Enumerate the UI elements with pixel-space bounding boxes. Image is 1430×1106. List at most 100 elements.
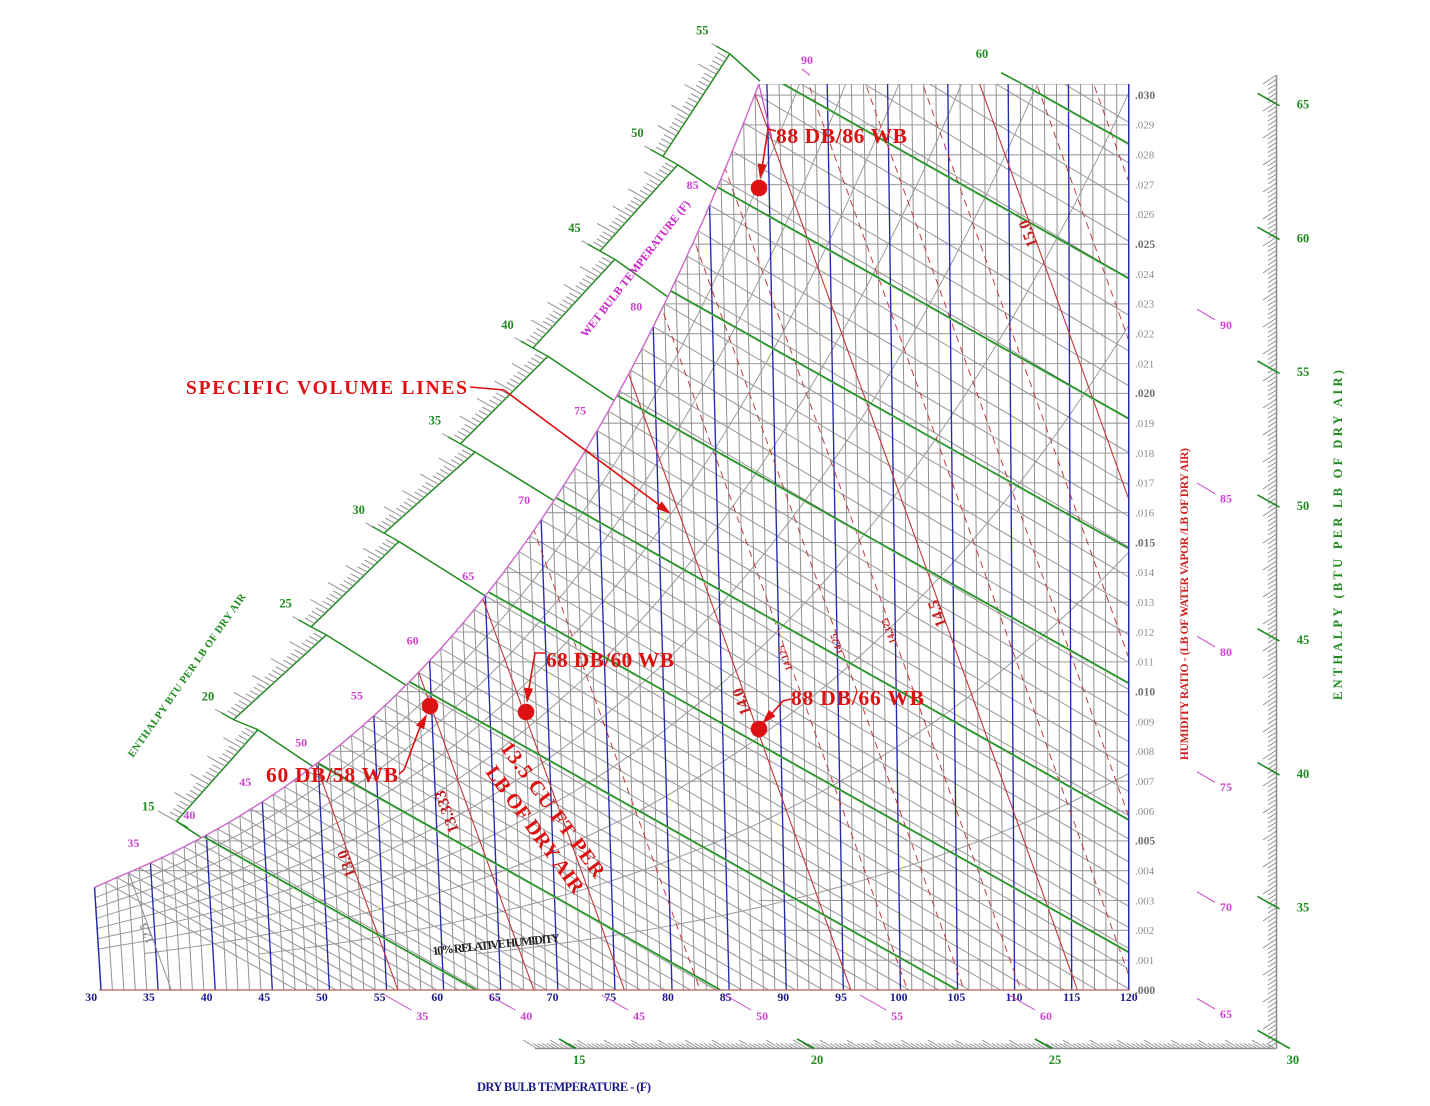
- svg-text:DRY BULB TEMPERATURE - (F): DRY BULB TEMPERATURE - (F): [477, 1080, 651, 1094]
- svg-text:50: 50: [295, 735, 307, 749]
- svg-text:75: 75: [604, 990, 616, 1004]
- svg-text:.018: .018: [1135, 448, 1155, 460]
- svg-text:60 DB/58 WB: 60 DB/58 WB: [266, 763, 398, 787]
- svg-text:40: 40: [201, 990, 213, 1004]
- svg-text:70: 70: [1220, 900, 1232, 914]
- svg-text:50: 50: [1297, 499, 1310, 513]
- svg-text:88 DB/86 WB: 88 DB/86 WB: [776, 124, 907, 148]
- svg-text:88 DB/66 WB: 88 DB/66 WB: [791, 686, 924, 710]
- svg-text:120: 120: [1120, 990, 1138, 1004]
- svg-text:35: 35: [127, 836, 139, 850]
- svg-text:90: 90: [801, 53, 813, 67]
- svg-text:60: 60: [407, 634, 419, 648]
- svg-text:.007: .007: [1135, 776, 1155, 788]
- svg-text:95: 95: [835, 990, 847, 1004]
- svg-text:.020: .020: [1135, 388, 1155, 400]
- svg-text:60: 60: [1297, 231, 1310, 245]
- svg-text:.017: .017: [1135, 478, 1155, 490]
- svg-text:.002: .002: [1135, 925, 1154, 937]
- svg-text:80: 80: [630, 300, 642, 314]
- svg-text:.000: .000: [1135, 985, 1155, 997]
- svg-text:55: 55: [696, 24, 709, 38]
- svg-text:85: 85: [720, 990, 732, 1004]
- svg-text:.030: .030: [1135, 90, 1155, 102]
- svg-text:.014: .014: [1135, 567, 1155, 579]
- svg-text:35: 35: [1297, 901, 1310, 915]
- svg-text:40: 40: [520, 1009, 532, 1023]
- svg-text:15: 15: [573, 1053, 586, 1067]
- svg-text:60: 60: [976, 47, 989, 61]
- svg-text:.026: .026: [1135, 209, 1155, 221]
- svg-text:.005: .005: [1135, 836, 1155, 848]
- svg-text:40: 40: [183, 808, 195, 822]
- svg-text:45: 45: [1297, 633, 1310, 647]
- svg-text:55: 55: [351, 689, 363, 703]
- svg-text:.029: .029: [1135, 120, 1155, 132]
- svg-text:35: 35: [429, 414, 442, 428]
- svg-text:.019: .019: [1135, 418, 1155, 430]
- svg-text:.013: .013: [1135, 597, 1155, 609]
- svg-text:75: 75: [574, 404, 586, 418]
- svg-text:40: 40: [501, 318, 514, 332]
- svg-text:.022: .022: [1135, 329, 1154, 341]
- svg-text:30: 30: [1287, 1053, 1300, 1067]
- svg-text:ENTHALPY (BTU PER LB OF DRY AI: ENTHALPY (BTU PER LB OF DRY AIR): [1331, 370, 1345, 700]
- svg-text:85: 85: [687, 178, 699, 192]
- svg-text:45: 45: [568, 221, 581, 235]
- svg-text:115: 115: [1063, 990, 1080, 1004]
- svg-text:35: 35: [416, 1009, 428, 1023]
- svg-text:.003: .003: [1135, 895, 1155, 907]
- svg-text:.025: .025: [1135, 239, 1155, 251]
- svg-text:.021: .021: [1135, 358, 1154, 370]
- svg-text:15: 15: [142, 800, 155, 814]
- svg-text:65: 65: [462, 569, 474, 583]
- svg-text:.001: .001: [1135, 955, 1154, 967]
- svg-text:.023: .023: [1135, 299, 1155, 311]
- svg-text:65: 65: [1220, 1007, 1232, 1021]
- svg-text:HUMIDITY RATIO - (LB OF WATER: HUMIDITY RATIO - (LB OF WATER VAPOR /LB …: [1179, 448, 1191, 760]
- svg-text:45: 45: [239, 775, 251, 789]
- svg-text:75: 75: [1220, 780, 1232, 794]
- svg-text:80: 80: [1220, 645, 1232, 659]
- svg-text:55: 55: [891, 1009, 903, 1023]
- svg-text:.004: .004: [1135, 866, 1155, 878]
- svg-text:25: 25: [279, 597, 292, 611]
- svg-text:.016: .016: [1135, 508, 1155, 520]
- svg-text:65: 65: [1297, 98, 1310, 112]
- svg-text:.012: .012: [1135, 627, 1154, 639]
- svg-text:55: 55: [1297, 365, 1310, 379]
- svg-text:45: 45: [258, 990, 270, 1004]
- svg-text:25: 25: [1049, 1053, 1062, 1067]
- svg-text:70: 70: [547, 990, 559, 1004]
- svg-text:65: 65: [489, 990, 501, 1004]
- svg-text:.011: .011: [1135, 657, 1154, 669]
- svg-text:55: 55: [374, 990, 386, 1004]
- svg-text:40: 40: [1297, 767, 1310, 781]
- svg-text:.027: .027: [1135, 179, 1155, 191]
- svg-text:60: 60: [431, 990, 443, 1004]
- svg-text:.015: .015: [1135, 537, 1155, 549]
- svg-text:70: 70: [518, 493, 530, 507]
- svg-text:50: 50: [316, 990, 328, 1004]
- svg-text:50: 50: [631, 126, 644, 140]
- svg-text:35: 35: [143, 990, 155, 1004]
- svg-text:.010: .010: [1135, 687, 1155, 699]
- svg-text:45: 45: [633, 1009, 645, 1023]
- svg-text:.024: .024: [1135, 269, 1155, 281]
- svg-text:90: 90: [1220, 318, 1232, 332]
- svg-text:90: 90: [777, 990, 789, 1004]
- svg-text:105: 105: [948, 990, 966, 1004]
- svg-text:.008: .008: [1135, 746, 1155, 758]
- svg-text:20: 20: [202, 689, 215, 703]
- svg-text:50: 50: [756, 1009, 768, 1023]
- svg-text:.009: .009: [1135, 716, 1155, 728]
- svg-text:85: 85: [1220, 492, 1232, 506]
- svg-text:60: 60: [1040, 1009, 1052, 1023]
- svg-text:.006: .006: [1135, 806, 1155, 818]
- svg-text:SPECIFIC VOLUME LINES: SPECIFIC VOLUME LINES: [186, 378, 467, 399]
- svg-text:30: 30: [352, 503, 365, 517]
- svg-text:68 DB/60 WB: 68 DB/60 WB: [546, 648, 674, 672]
- svg-text:.028: .028: [1135, 150, 1155, 162]
- svg-text:100: 100: [890, 990, 908, 1004]
- svg-text:20: 20: [811, 1053, 824, 1067]
